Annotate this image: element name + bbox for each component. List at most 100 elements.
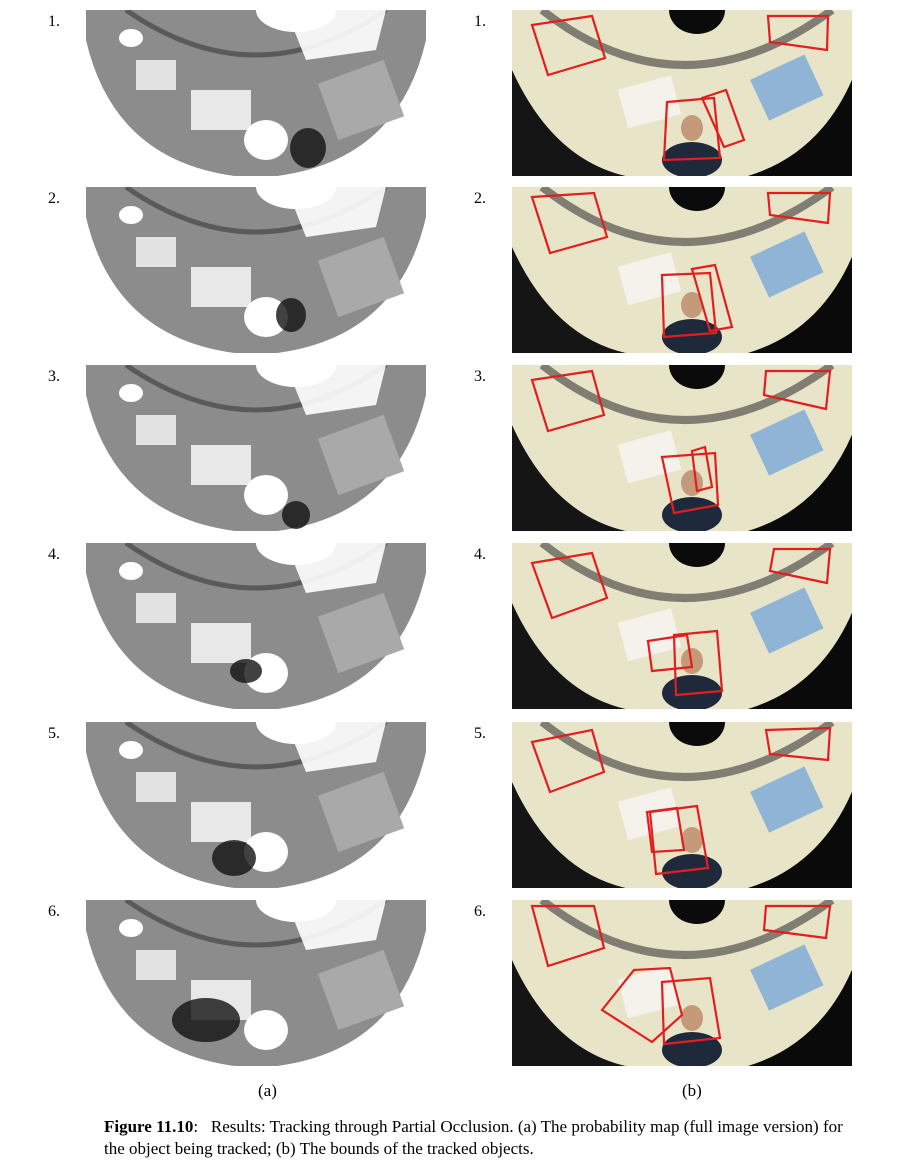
map-patch — [136, 237, 176, 267]
map-patch — [191, 90, 251, 130]
tracking-view-2 — [512, 187, 852, 353]
poster — [617, 252, 682, 306]
tracker-box — [530, 551, 609, 620]
caption-label: Figure 11.10 — [104, 1117, 194, 1136]
map-hole — [119, 384, 143, 402]
tracker-box — [530, 191, 609, 255]
mirror-arc — [539, 543, 835, 602]
dark-edge — [512, 960, 626, 1066]
tracker-box — [645, 806, 686, 854]
tracker-box — [530, 904, 606, 968]
tracker-box — [530, 14, 607, 77]
poster — [617, 608, 682, 662]
person-body — [662, 497, 722, 531]
dark-edge — [512, 425, 626, 531]
row-number-b-2: 2. — [474, 190, 486, 207]
window — [750, 231, 824, 298]
map-hole — [119, 29, 143, 47]
mirror-arc — [539, 10, 835, 69]
map-patch — [286, 10, 386, 60]
map-blob — [290, 128, 326, 168]
window — [750, 54, 824, 121]
map-window — [317, 59, 405, 141]
figure-caption: Figure 11.10: Results: Tracking through … — [104, 1116, 864, 1160]
tracker-box — [648, 804, 710, 876]
map-blob — [282, 501, 310, 529]
tracker-box — [530, 369, 606, 433]
map-blob — [172, 998, 240, 1042]
map-patch — [286, 187, 386, 237]
row-number-a-2: 2. — [48, 190, 60, 207]
row-number-b-1: 1. — [474, 13, 486, 30]
person-head — [681, 470, 703, 496]
map-blob — [212, 840, 256, 876]
tracker-box — [766, 191, 832, 225]
map-blob — [230, 659, 262, 683]
row-number-a-6: 6. — [48, 903, 60, 920]
tracker-box — [660, 976, 722, 1046]
dark-edge — [512, 70, 626, 176]
column-a-label: (a) — [258, 1081, 277, 1100]
probability-map-4 — [86, 543, 426, 709]
probability-map-6 — [86, 900, 426, 1066]
mirror-arc — [539, 365, 835, 424]
map-blob — [276, 298, 306, 332]
tracker-box — [662, 96, 722, 162]
dark-edge — [512, 247, 626, 353]
map-hole — [119, 206, 143, 224]
tracking-view-3 — [512, 365, 852, 531]
camera-dome — [669, 187, 725, 211]
map-hole — [119, 919, 143, 937]
tracker-box — [646, 633, 694, 673]
map-patch — [286, 365, 386, 415]
map-patch — [191, 802, 251, 842]
tracker-box — [690, 263, 734, 333]
tracker-box — [762, 369, 832, 411]
map-patch — [136, 415, 176, 445]
map-window — [317, 414, 405, 496]
row-number-b-5: 5. — [474, 725, 486, 742]
map-window — [317, 949, 405, 1031]
person-body — [662, 1032, 722, 1066]
column-b-label: (b) — [682, 1081, 702, 1100]
map-hole — [119, 562, 143, 580]
camera-dome — [669, 900, 725, 924]
tracker-box — [762, 904, 832, 940]
tracking-view-5 — [512, 722, 852, 888]
dark-edge — [512, 603, 626, 709]
map-hole — [119, 741, 143, 759]
camera-dome — [669, 543, 725, 567]
row-number-a-5: 5. — [48, 725, 60, 742]
tracking-view-4 — [512, 543, 852, 709]
map-window — [317, 771, 405, 853]
tracker-box — [600, 966, 684, 1044]
mirror-arc — [539, 187, 835, 246]
row-number-b-3: 3. — [474, 368, 486, 385]
mirror-arc — [539, 722, 835, 781]
window — [750, 766, 824, 833]
map-patch — [191, 445, 251, 485]
map-window — [317, 236, 405, 318]
map-head — [244, 297, 288, 337]
map-patch — [286, 900, 386, 950]
tracker-box — [768, 547, 832, 585]
probability-map-3 — [86, 365, 426, 531]
caption-colon: : — [193, 1117, 199, 1136]
person-head — [681, 292, 703, 318]
map-head — [244, 120, 288, 160]
row-number-b-6: 6. — [474, 903, 486, 920]
tracker-box — [764, 726, 832, 762]
camera-dome — [669, 722, 725, 746]
probability-map-2 — [86, 187, 426, 353]
tracker-box — [690, 445, 714, 493]
map-patch — [191, 267, 251, 307]
person-body — [662, 675, 722, 709]
map-patch — [136, 60, 176, 90]
tracking-view-6 — [512, 900, 852, 1066]
map-patch — [286, 722, 386, 772]
window — [750, 587, 824, 654]
window — [750, 409, 824, 476]
person-head — [681, 1005, 703, 1031]
camera-dome — [669, 365, 725, 389]
dark-edge — [512, 782, 626, 888]
